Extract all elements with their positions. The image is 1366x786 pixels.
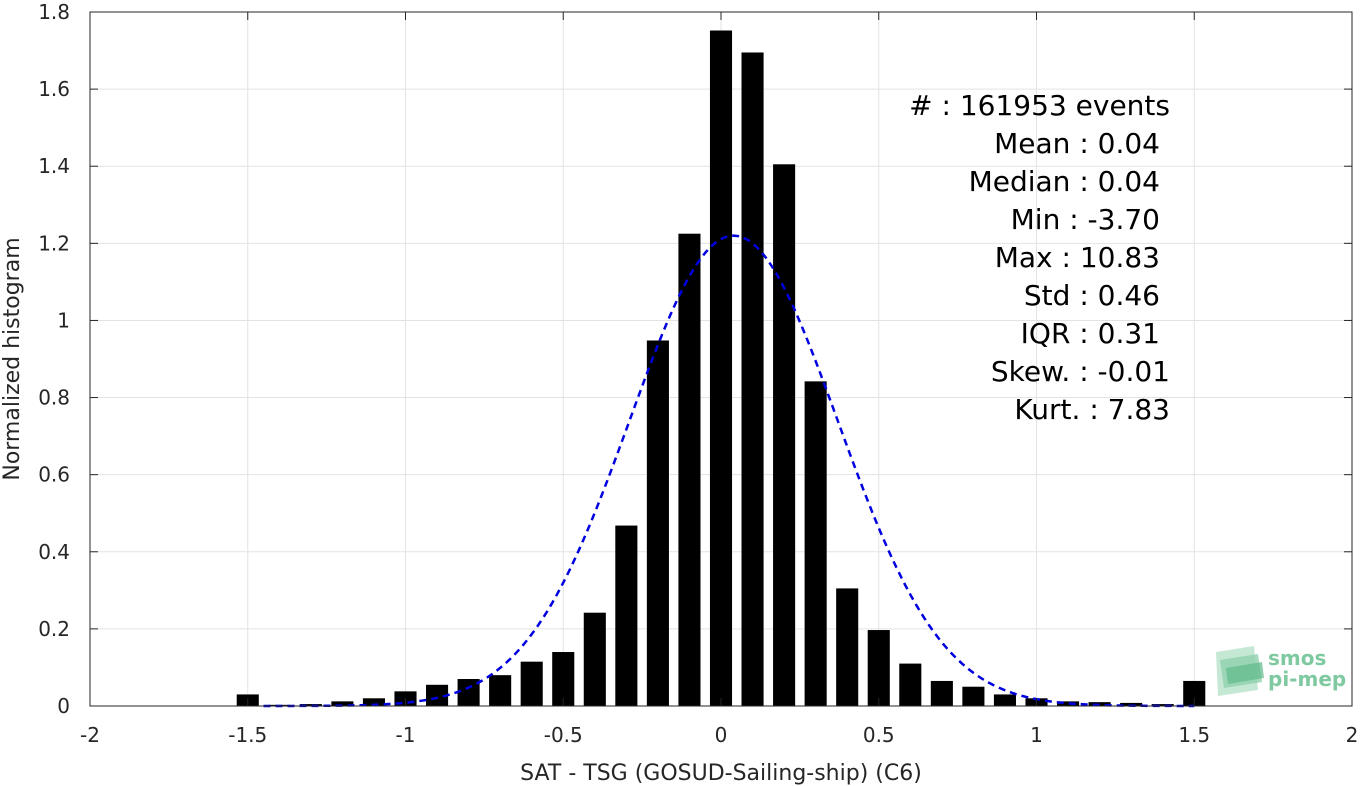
histogram-bar xyxy=(930,680,953,706)
histogram-bar xyxy=(520,661,543,706)
stat-skew: Skew. : -0.01 xyxy=(991,355,1170,388)
x-tick-label: -0.5 xyxy=(544,723,583,747)
y-tick-label: 0.2 xyxy=(38,617,70,641)
stat-mean: Mean : 0.04 xyxy=(994,127,1160,160)
histogram-bar xyxy=(993,694,1016,706)
logo-waves-icon xyxy=(1216,646,1264,696)
y-tick-label: 0.8 xyxy=(38,386,70,410)
stat-min: Min : -3.70 xyxy=(1011,203,1160,236)
histogram-bar xyxy=(678,233,701,706)
histogram-bar xyxy=(899,663,922,706)
x-tick-label: 2 xyxy=(1346,723,1359,747)
histogram-bar xyxy=(646,340,669,706)
stat-std: Std : 0.46 xyxy=(1024,279,1160,312)
histogram-bar xyxy=(552,652,575,706)
histogram-bar xyxy=(331,701,354,706)
y-tick-label: 0.4 xyxy=(38,540,70,564)
y-axis-ticks: 0 0.2 0.4 0.6 0.8 1 1.2 1.4 1.6 1.8 xyxy=(38,0,1352,718)
x-tick-label: -2 xyxy=(80,723,100,747)
x-axis-label: SAT - TSG (GOSUD-Sailing-ship) (C6) xyxy=(520,761,922,786)
y-tick-label: 0 xyxy=(57,694,70,718)
histogram-bar xyxy=(362,698,385,706)
histogram-bar xyxy=(489,675,512,706)
histogram-bar xyxy=(583,612,606,706)
stat-events: # : 161953 events xyxy=(909,89,1170,122)
y-tick-label: 1.8 xyxy=(38,0,70,24)
x-tick-label: 0 xyxy=(715,723,728,747)
histogram-bar xyxy=(299,704,322,706)
stat-iqr: IQR : 0.31 xyxy=(1021,317,1160,350)
y-axis-label: Normalized histogram xyxy=(0,237,25,480)
histogram-bars xyxy=(236,30,1206,707)
y-tick-label: 1.6 xyxy=(38,77,70,101)
x-tick-label: -1.5 xyxy=(228,723,267,747)
histogram-bar xyxy=(1057,701,1080,706)
histogram-bar xyxy=(867,630,890,706)
y-tick-label: 1.4 xyxy=(38,154,70,178)
x-tick-label: 0.5 xyxy=(863,723,895,747)
stats-box: # : 161953 events Mean : 0.04 Median : 0… xyxy=(909,89,1170,426)
histogram-bar xyxy=(773,164,796,707)
stat-max: Max : 10.83 xyxy=(995,241,1160,274)
histogram-bar xyxy=(804,381,827,706)
histogram-bar xyxy=(1151,704,1174,706)
x-tick-label: -1 xyxy=(396,723,416,747)
smos-pi-mep-logo: smos pi-mep xyxy=(1216,646,1346,696)
logo-text-line1: smos xyxy=(1268,646,1326,670)
stat-median: Median : 0.04 xyxy=(969,165,1160,198)
stat-kurt: Kurt. : 7.83 xyxy=(1014,393,1170,426)
gaussian-fit-curve xyxy=(263,234,1195,708)
histogram-bar xyxy=(1183,680,1206,706)
x-axis-ticks: -2 -1.5 -1 -0.5 0 0.5 1 1.5 2 xyxy=(80,12,1358,747)
histogram-bar xyxy=(741,52,764,706)
logo-text-line2: pi-mep xyxy=(1268,667,1346,691)
y-tick-label: 1 xyxy=(57,308,70,332)
histogram-bar xyxy=(426,684,449,706)
histogram-bar xyxy=(709,30,733,707)
y-tick-label: 1.2 xyxy=(38,231,70,255)
histogram-bar xyxy=(836,588,859,706)
histogram-bar xyxy=(962,686,985,706)
histogram-bar xyxy=(615,525,638,706)
histogram-bar xyxy=(457,679,480,706)
y-tick-label: 0.6 xyxy=(38,463,70,487)
x-tick-label: 1.5 xyxy=(1178,723,1210,747)
x-tick-label: 1 xyxy=(1030,723,1043,747)
